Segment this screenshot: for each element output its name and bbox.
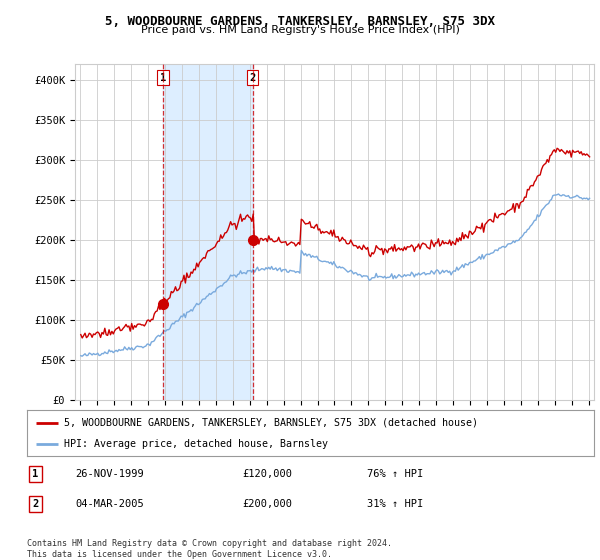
- Text: Price paid vs. HM Land Registry's House Price Index (HPI): Price paid vs. HM Land Registry's House …: [140, 25, 460, 35]
- Text: 04-MAR-2005: 04-MAR-2005: [75, 499, 144, 509]
- Text: £120,000: £120,000: [242, 469, 292, 479]
- Text: 5, WOODBOURNE GARDENS, TANKERSLEY, BARNSLEY, S75 3DX (detached house): 5, WOODBOURNE GARDENS, TANKERSLEY, BARNS…: [64, 418, 478, 428]
- Text: 26-NOV-1999: 26-NOV-1999: [75, 469, 144, 479]
- Bar: [163, 64, 253, 400]
- Text: Contains HM Land Registry data © Crown copyright and database right 2024.
This d: Contains HM Land Registry data © Crown c…: [27, 539, 392, 559]
- Text: 31% ↑ HPI: 31% ↑ HPI: [367, 499, 424, 509]
- Text: 76% ↑ HPI: 76% ↑ HPI: [367, 469, 424, 479]
- Text: HPI: Average price, detached house, Barnsley: HPI: Average price, detached house, Barn…: [64, 439, 328, 449]
- Text: 2: 2: [250, 73, 256, 83]
- Text: £200,000: £200,000: [242, 499, 292, 509]
- Text: 1: 1: [32, 469, 38, 479]
- Text: 5, WOODBOURNE GARDENS, TANKERSLEY, BARNSLEY, S75 3DX: 5, WOODBOURNE GARDENS, TANKERSLEY, BARNS…: [105, 15, 495, 27]
- Text: 2: 2: [32, 499, 38, 509]
- Text: 1: 1: [160, 73, 166, 83]
